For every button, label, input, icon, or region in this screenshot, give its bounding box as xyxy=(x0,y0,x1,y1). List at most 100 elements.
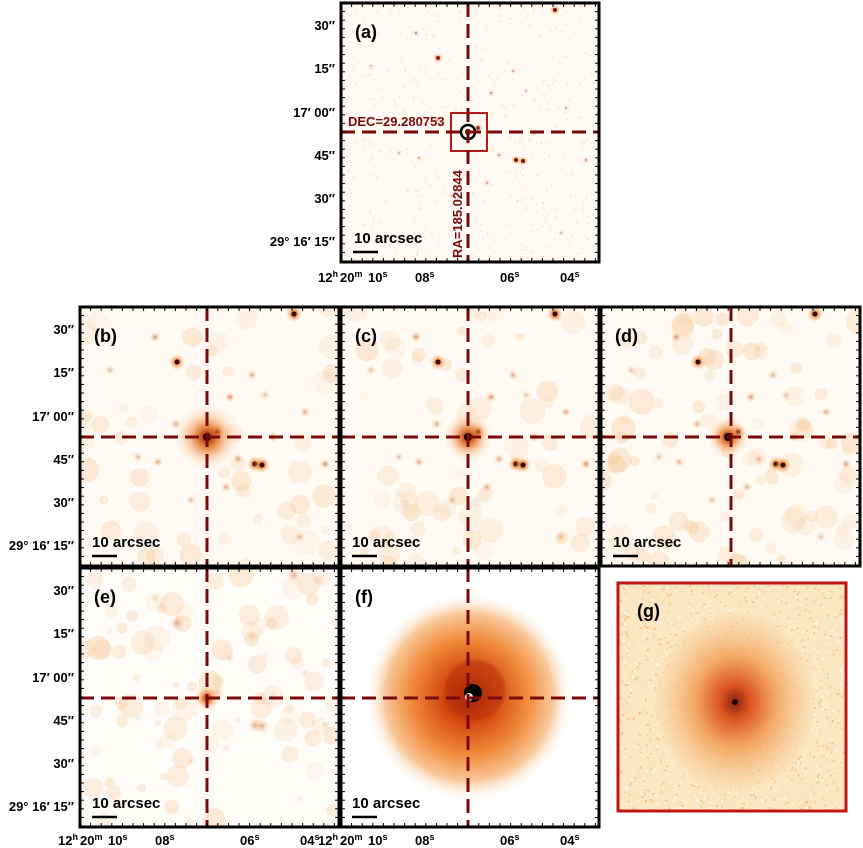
diffuse-blob xyxy=(380,556,398,566)
noise-speck xyxy=(784,615,787,618)
noise-speck xyxy=(483,238,485,240)
diffuse-blob xyxy=(503,433,530,460)
noise-speck xyxy=(465,106,467,108)
noise-speck xyxy=(571,185,574,188)
noise-speck xyxy=(491,71,493,73)
noise-speck xyxy=(552,82,554,85)
noise-speck xyxy=(546,244,549,247)
noise-speck xyxy=(522,178,525,181)
star xyxy=(436,56,440,60)
noise-speck xyxy=(748,601,751,604)
noise-speck xyxy=(779,611,782,614)
noise-speck xyxy=(374,119,377,121)
noise-speck xyxy=(374,98,376,100)
noise-speck xyxy=(404,92,406,94)
noise-speck xyxy=(359,44,362,46)
noise-speck xyxy=(349,188,351,190)
noise-speck xyxy=(464,173,467,175)
noise-speck xyxy=(362,108,365,110)
diffuse-blob xyxy=(393,490,419,516)
noise-speck xyxy=(468,19,471,21)
noise-speck xyxy=(627,801,630,803)
diffuse-blob xyxy=(121,576,137,593)
ra-minutes-label: 20m xyxy=(80,832,102,848)
noise-speck xyxy=(452,94,454,96)
noise-speck xyxy=(625,616,628,619)
noise-speck xyxy=(709,612,712,615)
noise-speck xyxy=(663,637,666,640)
noise-speck xyxy=(509,136,512,138)
noise-speck xyxy=(794,589,797,592)
noise-speck xyxy=(363,139,366,141)
noise-speck xyxy=(373,199,376,202)
noise-speck xyxy=(768,806,771,809)
noise-speck xyxy=(347,255,350,258)
noise-speck xyxy=(593,198,596,200)
noise-speck xyxy=(493,252,496,254)
noise-speck xyxy=(839,613,841,616)
star-glow xyxy=(555,531,567,543)
diffuse-blob xyxy=(536,380,559,403)
noise-speck xyxy=(622,640,625,643)
star xyxy=(553,8,557,12)
noise-speck xyxy=(526,209,528,211)
noise-speck xyxy=(659,783,662,786)
diffuse-blob xyxy=(203,808,226,827)
noise-speck xyxy=(827,807,830,810)
noise-speck xyxy=(513,67,515,69)
noise-speck xyxy=(672,800,675,803)
noise-speck xyxy=(819,756,822,759)
noise-speck xyxy=(378,150,381,152)
noise-speck xyxy=(464,190,467,193)
diffuse-blob xyxy=(156,603,167,614)
noise-speck xyxy=(692,609,694,612)
noise-speck xyxy=(633,687,636,690)
noise-speck xyxy=(654,767,657,770)
noise-speck xyxy=(624,791,627,794)
noise-speck xyxy=(569,37,572,39)
noise-speck xyxy=(376,11,378,13)
noise-speck xyxy=(368,212,371,214)
noise-speck xyxy=(443,187,446,190)
noise-speck xyxy=(814,587,817,590)
noise-speck xyxy=(584,114,587,117)
noise-speck xyxy=(654,689,657,692)
noise-speck xyxy=(669,784,672,787)
noise-speck xyxy=(813,625,816,628)
noise-speck xyxy=(788,605,791,608)
diffuse-blob xyxy=(126,609,139,622)
noise-speck xyxy=(430,107,433,109)
noise-speck xyxy=(774,790,777,793)
star-halo xyxy=(510,68,516,74)
noise-speck xyxy=(417,254,419,256)
noise-speck xyxy=(548,224,551,227)
noise-speck xyxy=(832,653,835,656)
noise-speck xyxy=(774,780,777,783)
noise-speck xyxy=(657,586,660,589)
noise-speck xyxy=(681,585,684,587)
star-glow xyxy=(673,456,685,468)
noise-speck xyxy=(839,620,842,623)
noise-speck xyxy=(536,228,538,230)
noise-speck xyxy=(821,590,824,592)
noise-speck xyxy=(383,140,386,142)
dec-tick-label: 30″ xyxy=(314,191,335,206)
noise-speck xyxy=(455,108,457,111)
noise-speck xyxy=(373,165,376,168)
noise-speck xyxy=(701,592,704,594)
noise-speck xyxy=(655,673,658,676)
noise-speck xyxy=(369,12,372,14)
noise-speck xyxy=(414,77,416,80)
noise-speck xyxy=(439,226,442,228)
noise-speck xyxy=(639,787,642,789)
noise-speck xyxy=(533,9,535,12)
noise-speck xyxy=(824,627,827,630)
noise-speck xyxy=(438,102,440,105)
noise-speck xyxy=(842,595,845,598)
noise-speck xyxy=(632,676,635,679)
noise-speck xyxy=(461,180,463,182)
noise-speck xyxy=(353,176,355,179)
noise-speck xyxy=(831,742,834,745)
noise-speck xyxy=(811,728,814,731)
noise-speck xyxy=(813,718,816,721)
